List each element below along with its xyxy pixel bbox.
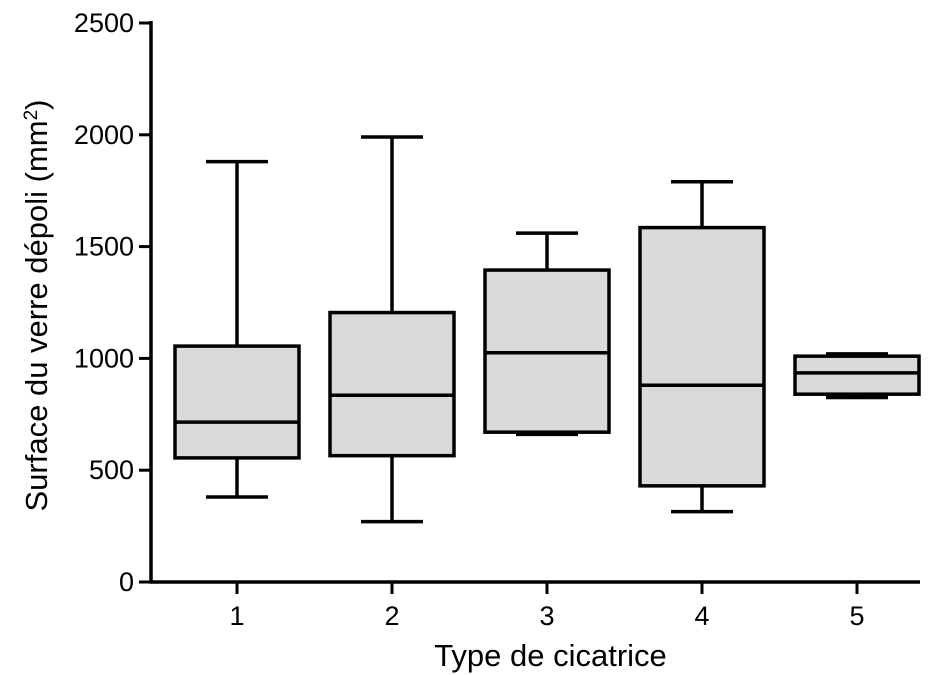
boxes-layer xyxy=(173,135,921,524)
y-tick-label: 2500 xyxy=(74,8,134,38)
y-axis-title-suffix: ) xyxy=(19,99,54,109)
y-tick-label: 0 xyxy=(119,567,134,597)
box-4 xyxy=(638,180,766,514)
y-axis-title: Surface du verre dépoli (mm2) xyxy=(19,99,54,511)
x-tick-label: 2 xyxy=(384,601,399,631)
y-tick-label: 500 xyxy=(89,455,134,485)
y-tick-label: 2000 xyxy=(74,120,134,150)
y-tick-label: 1500 xyxy=(74,232,134,262)
y-axis-ticks: 0 500 1000 1500 2000 2500 xyxy=(74,8,151,597)
box-1 xyxy=(173,159,301,499)
box-5 xyxy=(793,352,921,400)
x-tick-label: 5 xyxy=(849,601,864,631)
box-2 xyxy=(328,135,456,524)
x-tick-label: 1 xyxy=(229,601,244,631)
y-axis-title-superscript: 2 xyxy=(21,110,42,121)
box-iqr xyxy=(328,310,456,458)
y-tick-label: 1000 xyxy=(74,343,134,373)
x-axis-title: Type de cicatrice xyxy=(434,638,667,673)
box-iqr xyxy=(793,354,921,396)
x-tick-label: 3 xyxy=(539,601,554,631)
box-iqr xyxy=(638,225,766,488)
box-3 xyxy=(483,231,611,437)
y-axis-title-main: Surface du verre dépoli (mm xyxy=(19,120,54,511)
x-tick-label: 4 xyxy=(694,601,709,631)
x-axis-ticks: 1 2 3 4 5 xyxy=(229,582,865,631)
box-iqr xyxy=(173,344,301,460)
